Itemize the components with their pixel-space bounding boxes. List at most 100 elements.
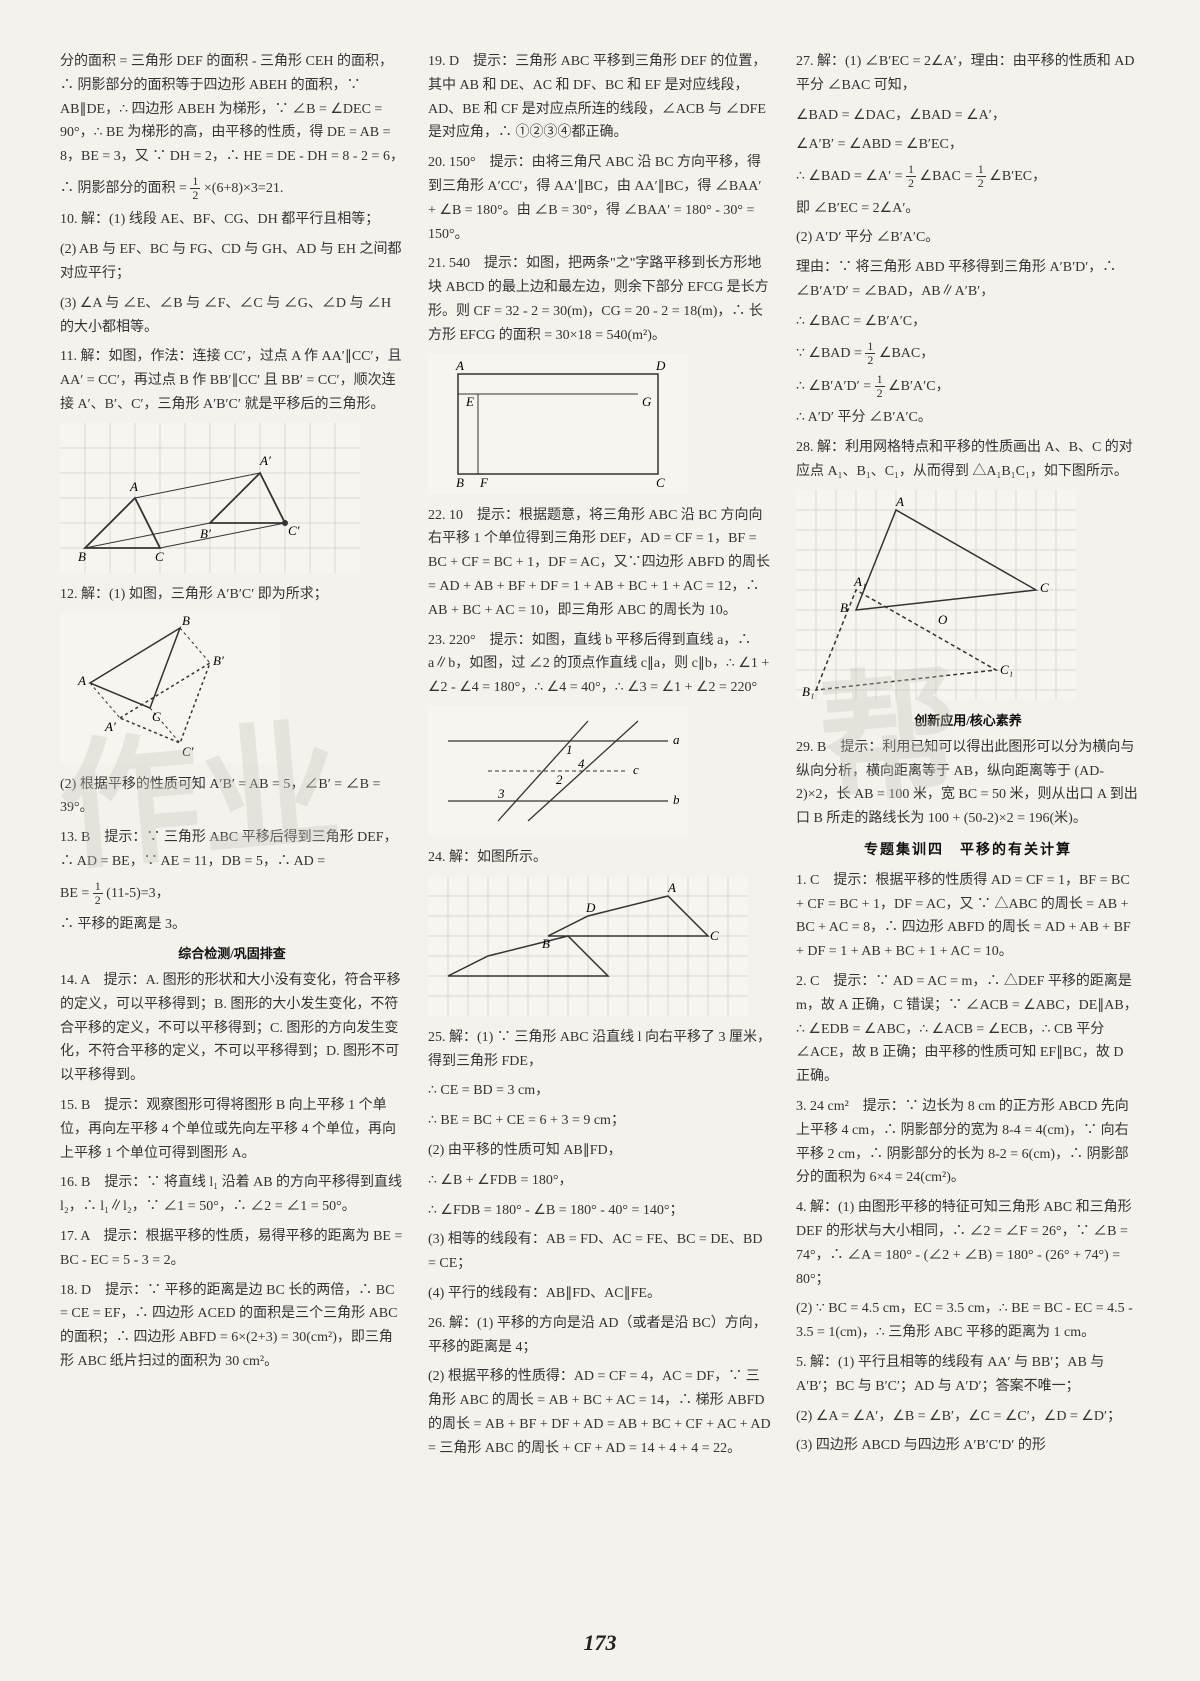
frac-27j: 12	[875, 373, 885, 400]
topic-5b: (2) ∠A = ∠A′，∠B = ∠B′，∠C = ∠C′，∠D = ∠D′；	[796, 1405, 1140, 1429]
topic-5c: (3) 四边形 ABCD 与四边形 A′B′C′D′ 的形	[796, 1434, 1140, 1458]
item-11: 11. 解：如图，作法：连接 CC′，过点 A 作 AA′∥CC′，且 AA′ …	[60, 345, 404, 416]
item-17: 17. A 提示：根据平移的性质，易得平移的距离为 BE = BC - EC =…	[60, 1225, 404, 1273]
item-20: 20. 150° 提示：由将三角尺 ABC 沿 BC 方向平移，得到三角形 A′…	[428, 151, 772, 246]
item-26b: (2) 根据平移的性质得：AD = CF = 4，AC = DF，∵ 三角形 A…	[428, 1365, 772, 1460]
item-13a: 13. B 提示：∵ 三角形 ABC 平移后得到三角形 DEF，∴ AD = B…	[60, 826, 404, 874]
i27j-post: ∠B′A′C，	[888, 379, 949, 394]
item-25e: ∴ ∠B + ∠FDB = 180°，	[428, 1169, 772, 1193]
lbl-C: C	[710, 928, 719, 943]
item-27k: ∴ A′D′ 平分 ∠B′A′C。	[796, 406, 1140, 430]
lbl-B1: B₁	[802, 684, 814, 699]
lbl-C1: C₁	[1000, 662, 1013, 677]
lbl-Cp: C′	[288, 523, 300, 538]
lbl-Ap: A′	[259, 453, 271, 468]
item-25h: (4) 平行的线段有：AB∥FD、AC∥FE。	[428, 1282, 772, 1306]
item-27b: ∠BAD = ∠DAC，∠BAD = ∠A′，	[796, 104, 1140, 128]
lbl-2: 2	[556, 772, 563, 787]
item-25f: ∴ ∠FDB = 180° - ∠B = 180° - 40° = 140°；	[428, 1199, 772, 1223]
item-10b: (2) AB 与 EF、BC 与 FG、CD 与 GH、AD 与 EH 之间都对…	[60, 238, 404, 286]
page-number: 173	[0, 1624, 1200, 1661]
lbl-C: C	[1040, 580, 1049, 595]
i27i-pre: ∵ ∠BAD =	[796, 345, 865, 360]
lbl-O: O	[938, 612, 948, 627]
lbl-3: 3	[497, 786, 505, 801]
item-27e: 即 ∠B′EC = 2∠A′。	[796, 197, 1140, 221]
subhead-2: 创新应用/核心素养	[796, 710, 1140, 732]
topic-4b: (2) ∵ BC = 4.5 cm，EC = 3.5 cm，∴ BE = BC …	[796, 1297, 1140, 1345]
lbl-D: D	[585, 900, 596, 915]
lbl-Ap: A′	[104, 719, 116, 734]
topic-2: 2. C 提示：∵ AD = AC = m，∴ △DEF 平移的距离是 m，故 …	[796, 970, 1140, 1089]
item-16: 16. B 提示：∵ 将直线 l₁ 沿着 AB 的方向平移得到直线 l₂，∴ l…	[60, 1171, 404, 1219]
item-27c: ∠A′B′ = ∠ABD = ∠B′EC，	[796, 133, 1140, 157]
frac-27i: 12	[865, 340, 875, 367]
topic-4a: 4. 解：(1) 由图形平移的特征可知三角形 ABC 和三角形 DEF 的形状与…	[796, 1196, 1140, 1291]
i13b-post: (11-5)=3，	[106, 886, 169, 901]
frac-27d-2: 12	[976, 163, 986, 190]
topic-5a: 5. 解：(1) 平行且相等的线段有 AA′ 与 BB′；AB 与 A′B′；B…	[796, 1351, 1140, 1399]
item-19: 19. D 提示：三角形 ABC 平移到三角形 DEF 的位置，其中 AB 和 …	[428, 50, 772, 145]
item-27d: ∴ ∠BAD = ∠A′ = 12 ∠BAC = 12 ∠B′EC，	[796, 163, 1140, 190]
item-18: 18. D 提示：∵ 平移的距离是边 BC 长的两倍，∴ BC = CE = E…	[60, 1279, 404, 1374]
diagram-11: A B C A′ B′ C′	[60, 423, 360, 573]
item-9-continuation: 分的面积 = 三角形 DEF 的面积 - 三角形 CEH 的面积，∴ 阴影部分的…	[60, 50, 404, 169]
lbl-a: a	[673, 732, 680, 747]
lbl-B: B	[456, 475, 464, 490]
lbl-B: B	[840, 600, 848, 615]
diagram-24: A B C D	[428, 876, 748, 1016]
item-15: 15. B 提示：观察图形可得将图形 B 向上平移 1 个单位，再向左平移 4 …	[60, 1094, 404, 1165]
lbl-A1: A₁	[853, 574, 866, 589]
lbl-A: A	[129, 479, 138, 494]
eq-pre: ∴ 阴影部分的面积 =	[60, 181, 190, 196]
item-10c: (3) ∠A 与 ∠E、∠B 与 ∠F、∠C 与 ∠G、∠D 与 ∠H 的大小都…	[60, 292, 404, 340]
subhead-3: 专题集训四 平移的有关计算	[796, 839, 1140, 863]
page-content: 分的面积 = 三角形 DEF 的面积 - 三角形 CEH 的面积，∴ 阴影部分的…	[60, 50, 1140, 1610]
item-14: 14. A 提示：A. 图形的形状和大小没有变化，符合平移的定义，可以平移得到；…	[60, 969, 404, 1088]
item-27a: 27. 解：(1) ∠B′EC = 2∠A′，理由：由平移的性质和 AD 平分 …	[796, 50, 1140, 98]
i27d-pre: ∴ ∠BAD = ∠A′ =	[796, 169, 906, 184]
diagram-21: A D B C E F G	[428, 354, 688, 494]
diagram-28: A B C A₁ B₁ C₁ O	[796, 490, 1076, 700]
lbl-Cp: C′	[182, 744, 194, 759]
item-9-eq: ∴ 阴影部分的面积 = 12 ×(6+8)×3=21.	[60, 175, 404, 202]
item-25c: ∴ BE = BC + CE = 6 + 3 = 9 cm；	[428, 1109, 772, 1133]
item-28: 28. 解：利用网格特点和平移的性质画出 A、B、C 的对应点 A₁、B₁、C₁…	[796, 436, 1140, 484]
i27d-post: ∠B′EC，	[989, 169, 1046, 184]
i27d-mid: ∠BAC =	[920, 169, 976, 184]
lbl-Bp: B′	[200, 526, 211, 541]
column-1: 分的面积 = 三角形 DEF 的面积 - 三角形 CEH 的面积，∴ 阴影部分的…	[60, 50, 404, 1610]
column-2: 19. D 提示：三角形 ABC 平移到三角形 DEF 的位置，其中 AB 和 …	[428, 50, 772, 1610]
item-12b: (2) 根据平移的性质可知 A′B′ = AB = 5，∠B′ = ∠B = 3…	[60, 773, 404, 821]
item-27g: 理由：∵ 将三角形 ABD 平移得到三角形 A′B′D′，∴ ∠B′A′D′ =…	[796, 256, 1140, 304]
subhead-1: 综合检测/巩固排查	[60, 943, 404, 965]
i27i-post: ∠BAC，	[879, 345, 934, 360]
i27j-pre: ∴ ∠B′A′D′ =	[796, 379, 875, 394]
lbl-D: D	[655, 358, 666, 373]
item-22: 22. 10 提示：根据题意，将三角形 ABC 沿 BC 方向向右平移 1 个单…	[428, 504, 772, 623]
diagram-12: A B C A′ B′ C′	[60, 613, 280, 763]
lbl-A: A	[77, 673, 86, 688]
lbl-A: A	[667, 880, 676, 895]
topic-3: 3. 24 cm² 提示：∵ 边长为 8 cm 的正方形 ABCD 先向上平移 …	[796, 1095, 1140, 1190]
item-25d: (2) 由平移的性质可知 AB∥FD，	[428, 1139, 772, 1163]
lbl-F: F	[479, 475, 489, 490]
lbl-G: G	[642, 394, 652, 409]
lbl-B: B	[182, 613, 190, 628]
item-24: 24. 解：如图所示。	[428, 846, 772, 870]
lbl-A: A	[895, 494, 904, 509]
lbl-1: 1	[566, 742, 573, 757]
item-21: 21. 540 提示：如图，把两条"之"字路平移到长方形地块 ABCD 的最上边…	[428, 252, 772, 347]
item-12a: 12. 解：(1) 如图，三角形 A′B′C′ 即为所求；	[60, 583, 404, 607]
lbl-C: C	[656, 475, 665, 490]
item-27f: (2) A′D′ 平分 ∠B′A′C。	[796, 226, 1140, 250]
item-27i: ∵ ∠BAD = 12 ∠BAC，	[796, 340, 1140, 367]
lbl-c: c	[633, 762, 639, 777]
item-13c: ∴ 平移的距离是 3。	[60, 913, 404, 937]
eq-post: ×(6+8)×3=21.	[204, 181, 283, 196]
diagram-23: a b c 1 2 3 4	[428, 706, 688, 836]
lbl-4: 4	[578, 756, 585, 771]
lbl-E: E	[465, 394, 474, 409]
item-23: 23. 220° 提示：如图，直线 b 平移后得到直线 a，∴ a∥b，如图，过…	[428, 629, 772, 700]
lbl-B: B	[78, 549, 86, 564]
